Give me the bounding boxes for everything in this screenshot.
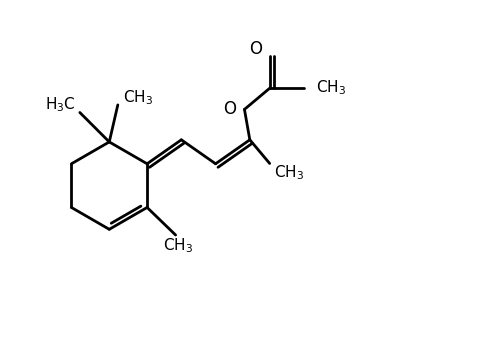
Text: O: O — [249, 40, 262, 58]
Text: CH$_3$: CH$_3$ — [316, 79, 346, 97]
Text: CH$_3$: CH$_3$ — [274, 164, 305, 182]
Text: CH$_3$: CH$_3$ — [163, 236, 193, 255]
Text: H$_3$C: H$_3$C — [45, 96, 76, 114]
Text: CH$_3$: CH$_3$ — [123, 88, 153, 106]
Text: O: O — [223, 100, 236, 118]
